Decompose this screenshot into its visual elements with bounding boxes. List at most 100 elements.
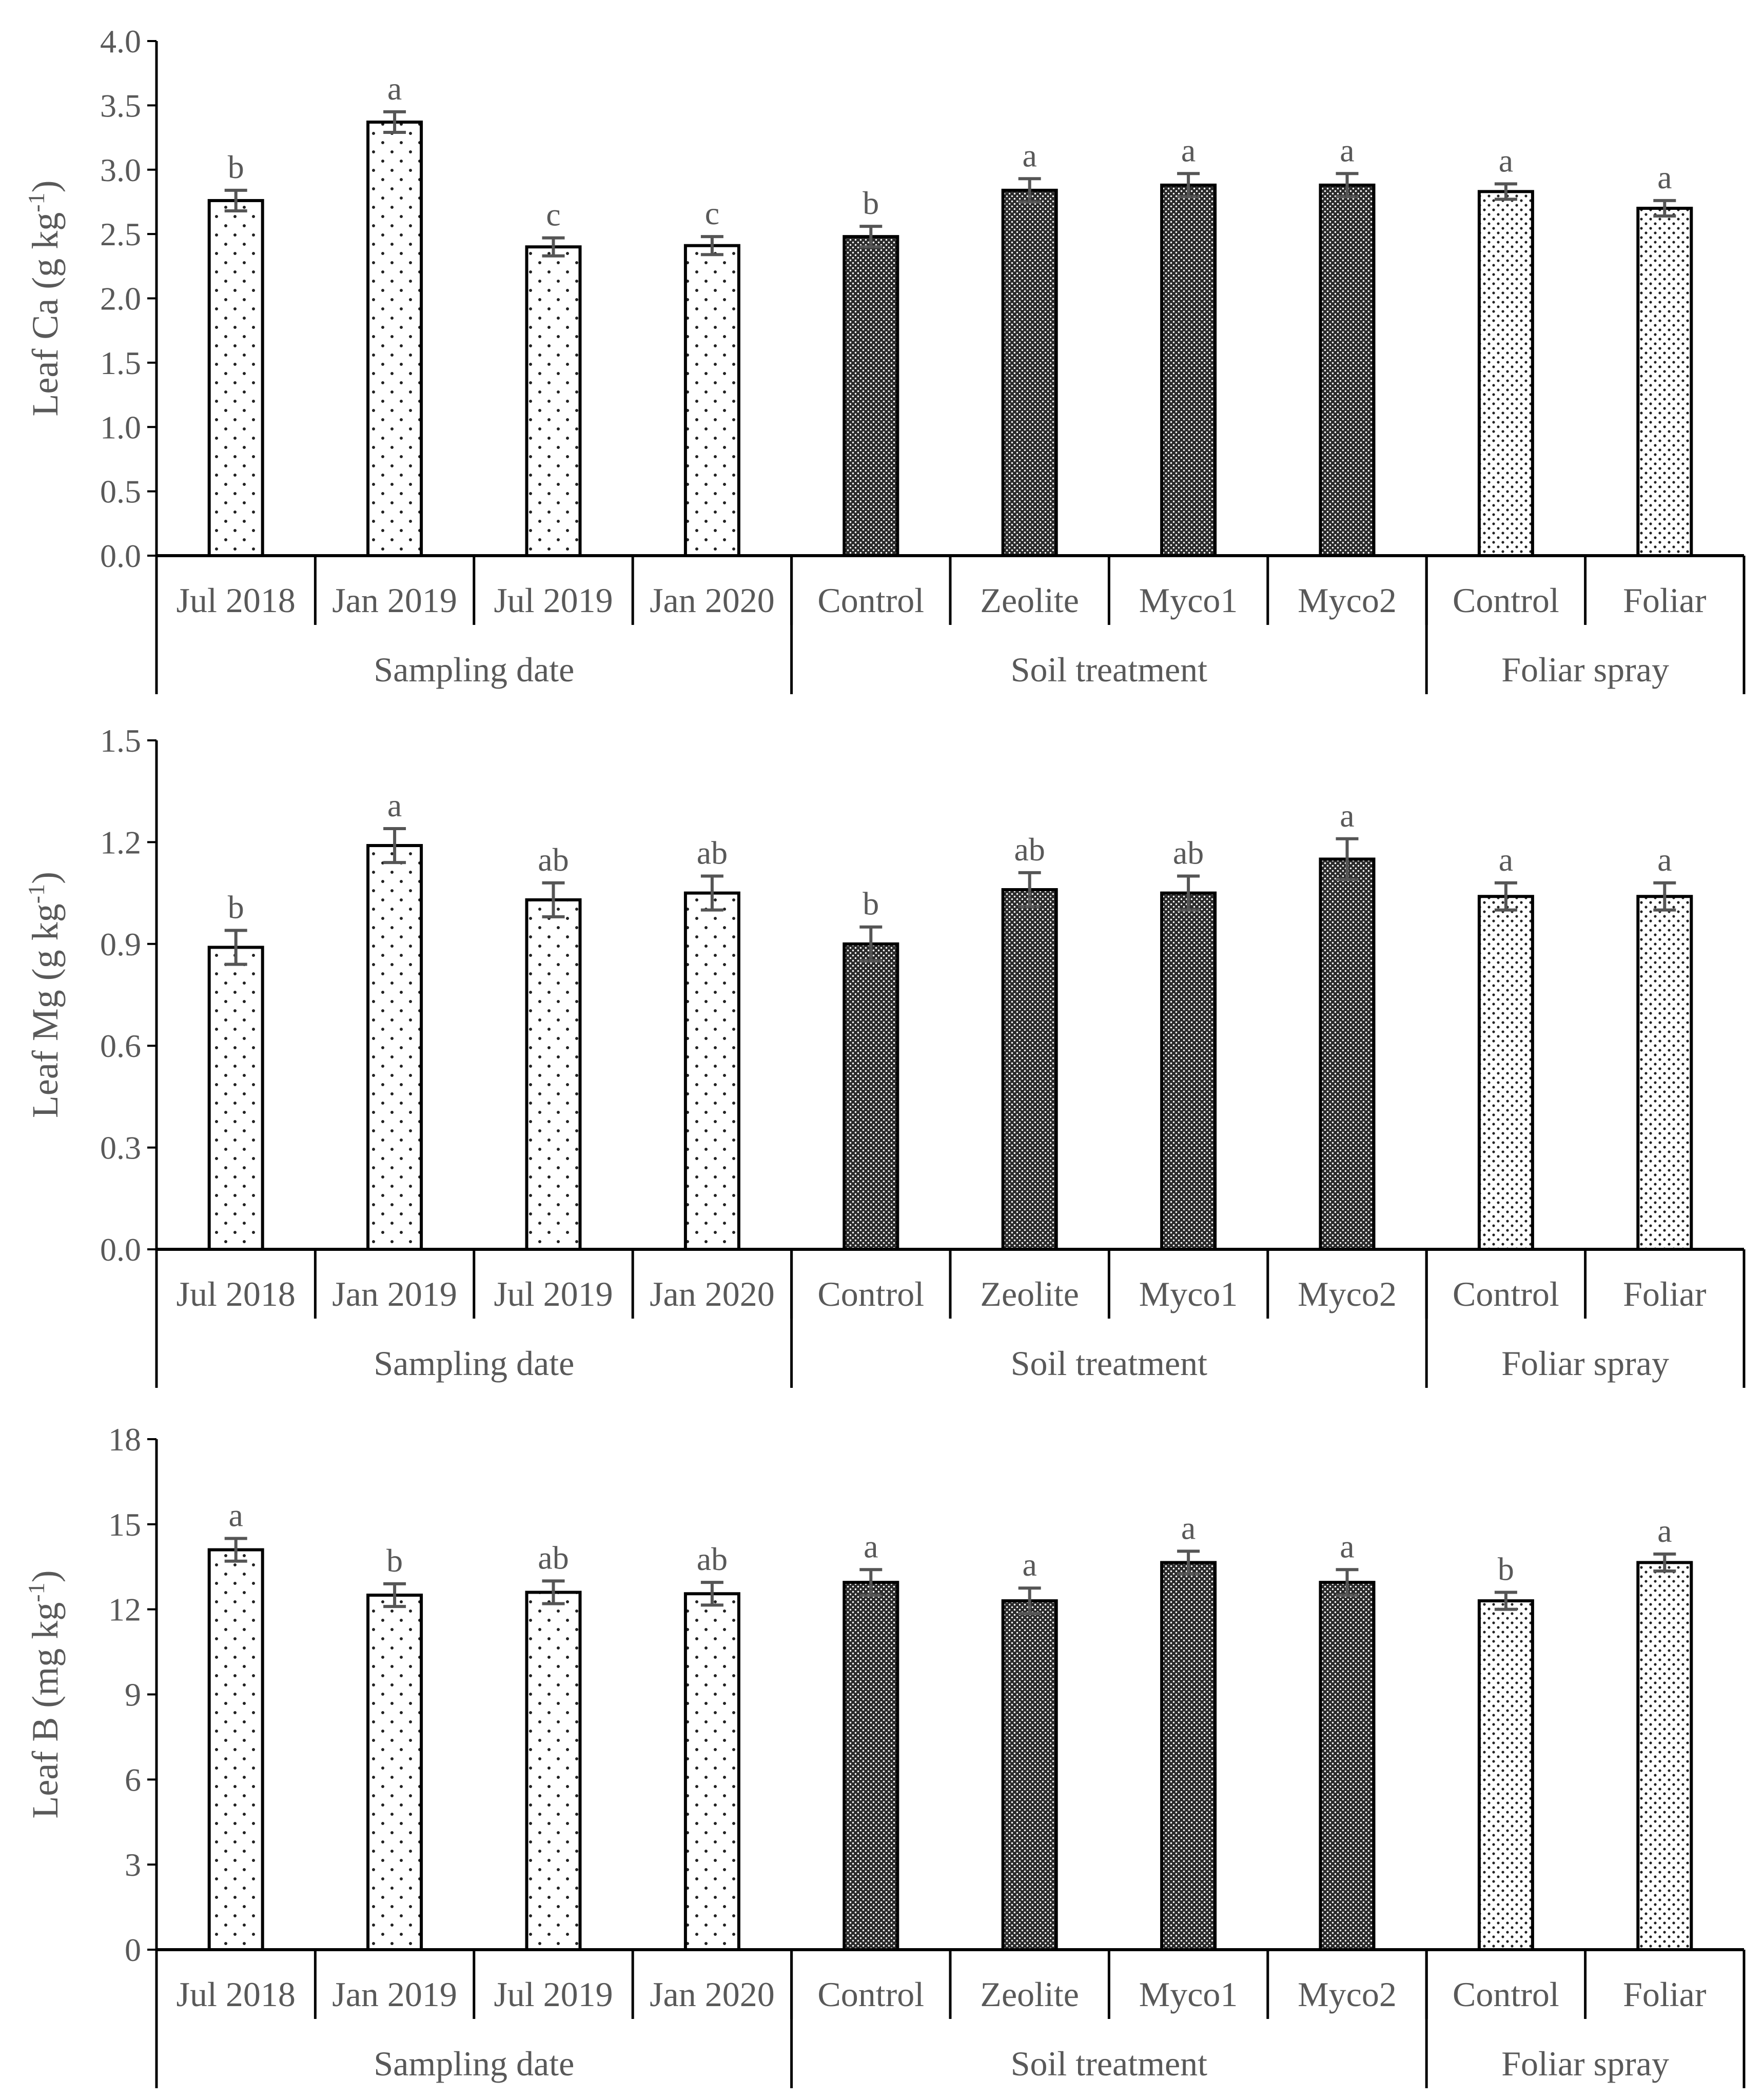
significance-letter: b [863, 886, 879, 922]
bar-bottom-1 [207, 1548, 264, 1951]
significance-letter: ab [697, 835, 728, 871]
significance-letter: ab [697, 1541, 728, 1577]
bar-top-6 [1001, 188, 1058, 557]
category-label: Foliar [1623, 581, 1707, 620]
category-label: Jan 2020 [650, 581, 775, 620]
chart-panel-bottom: 0 3 6 9 12 15 18 Leaf B (mg kg-1) a Jul 2018 b Jan … [23, 1421, 1746, 2088]
group-label: Soil treatment [1011, 650, 1207, 689]
category-label: Jul 2019 [494, 1274, 613, 1313]
bar-middle-1 [207, 946, 264, 1251]
bar-middle-4 [683, 891, 740, 1251]
y-tick-label: 0.0 [100, 1231, 141, 1268]
significance-letter: a [1340, 797, 1354, 834]
significance-letter: a [1340, 1528, 1354, 1564]
y-tick-label: 3.5 [100, 87, 141, 124]
bar-bottom-10 [1636, 1561, 1693, 1951]
chart-panel-top: 0.0 0.5 1.0 1.5 2.0 2.5 3.0 3.5 4.0 Leaf Ca (g kg… [23, 23, 1746, 694]
significance-letter: b [1498, 1551, 1514, 1587]
y-tick-label: 0 [125, 1932, 141, 1968]
y-axis-label-superscript: -1 [23, 1582, 49, 1602]
significance-letter: a [1181, 1509, 1196, 1546]
category-label: Myco2 [1298, 1274, 1397, 1313]
category-label: Control [1453, 581, 1559, 620]
bar-bottom-9 [1477, 1599, 1534, 1951]
bar-middle-5 [843, 942, 899, 1251]
category-label: Jul 2018 [177, 1975, 296, 2014]
y-axis-label-superscript: -1 [23, 884, 49, 904]
significance-letter: ab [538, 841, 569, 878]
group-label: Foliar spray [1501, 2044, 1669, 2083]
category-label: Zeolite [980, 1975, 1079, 2014]
group-label: Foliar spray [1501, 1344, 1669, 1383]
significance-letter: b [863, 185, 879, 221]
significance-letter: a [387, 787, 402, 823]
category-label: Zeolite [980, 1274, 1079, 1313]
category-label: Jul 2019 [494, 581, 613, 620]
bar-top-3 [525, 245, 582, 557]
y-axis-label-end: ) [25, 180, 66, 192]
y-tick-label: 0.3 [100, 1130, 141, 1166]
y-axis-label-main: Leaf B (mg kg [25, 1602, 66, 1819]
y-axis-label-main: Leaf Mg (g kg [25, 904, 66, 1118]
y-tick-label: 2.0 [100, 281, 141, 317]
y-tick-label: 3.0 [100, 152, 141, 188]
significance-letter: a [1022, 1546, 1036, 1583]
category-label: Jan 2019 [332, 581, 457, 620]
y-tick-label: 4.0 [100, 23, 141, 60]
y-tick-label: 9 [125, 1677, 141, 1713]
bar-top-1 [207, 199, 264, 557]
category-label: Jan 2020 [650, 1975, 775, 2014]
significance-letter: a [387, 70, 402, 107]
category-label: Myco1 [1139, 1274, 1238, 1313]
y-tick-label: 1.5 [100, 722, 141, 759]
y-tick-label: 0.9 [100, 926, 141, 963]
category-label: Zeolite [980, 581, 1079, 620]
category-label: Control [817, 581, 924, 620]
bar-top-7 [1160, 183, 1217, 557]
significance-letter: a [1499, 841, 1513, 878]
bar-top-10 [1636, 206, 1693, 558]
category-label: Control [1453, 1975, 1559, 2014]
y-axis-label: Leaf Ca (g kg-1) [23, 180, 66, 416]
bar-middle-8 [1319, 857, 1376, 1251]
y-tick-label: 1.0 [100, 409, 141, 445]
y-tick-label: 1.2 [100, 824, 141, 860]
category-label: Control [817, 1975, 924, 2014]
category-label: Jan 2019 [332, 1274, 457, 1313]
bar-bottom-8 [1319, 1581, 1376, 1952]
y-tick-label: 2.5 [100, 216, 141, 252]
y-tick-label: 0.5 [100, 474, 141, 510]
y-axis-label-end: ) [25, 1570, 66, 1582]
category-label: Myco2 [1298, 1975, 1397, 2014]
significance-letter: c [705, 195, 719, 231]
category-label: Control [817, 1274, 924, 1313]
significance-letter: ab [1173, 835, 1204, 871]
group-label: Sampling date [374, 2044, 574, 2083]
y-axis-label: Leaf B (mg kg-1) [23, 1570, 66, 1818]
bar-top-9 [1477, 190, 1534, 557]
significance-letter: c [546, 197, 560, 233]
y-tick-label: 0.0 [100, 538, 141, 574]
bar-bottom-7 [1160, 1561, 1217, 1951]
bar-middle-9 [1477, 895, 1534, 1251]
significance-letter: a [228, 1497, 243, 1533]
category-label: Jul 2018 [177, 581, 296, 620]
category-label: Myco1 [1139, 581, 1238, 620]
significance-letter: b [228, 889, 244, 925]
bar-bottom-4 [683, 1592, 740, 1951]
category-label: Myco1 [1139, 1975, 1238, 2014]
y-axis-label: Leaf Mg (g kg-1) [23, 872, 66, 1118]
significance-letter: a [1657, 841, 1672, 878]
bar-bottom-6 [1001, 1599, 1058, 1951]
bar-middle-2 [366, 844, 423, 1251]
category-label: Myco2 [1298, 581, 1397, 620]
bar-bottom-2 [366, 1594, 423, 1952]
bar-top-8 [1319, 183, 1376, 557]
bar-top-4 [683, 244, 740, 557]
y-tick-label: 1.5 [100, 345, 141, 381]
bar-top-5 [843, 235, 899, 557]
y-tick-label: 18 [108, 1421, 141, 1458]
significance-letter: a [1657, 159, 1672, 195]
significance-letter: ab [1014, 831, 1045, 868]
